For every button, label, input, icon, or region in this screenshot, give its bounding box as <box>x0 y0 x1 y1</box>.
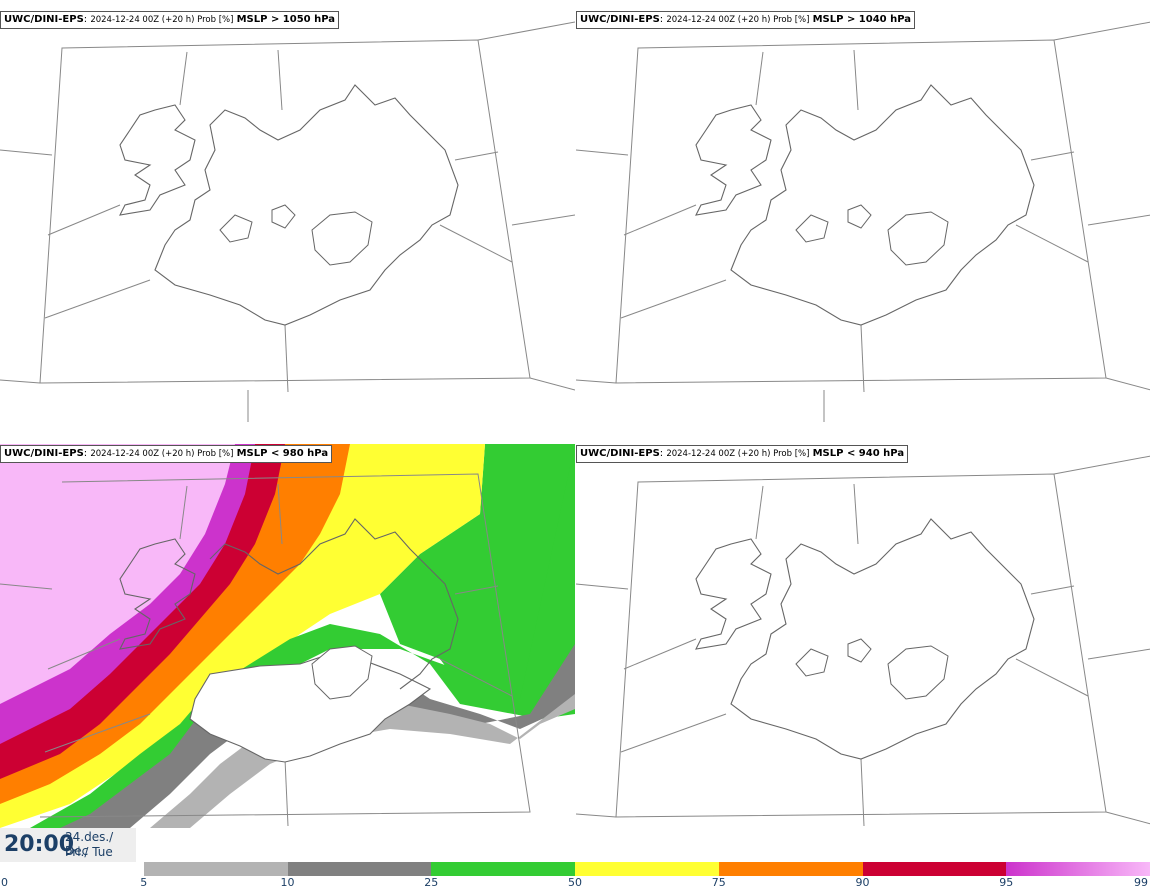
panel-title: UWC/DINI-EPS: 2024-12-24 00Z (+20 h) Pro… <box>576 445 909 463</box>
model-name: UWC/DINI-EPS <box>4 14 84 25</box>
model-name: UWC/DINI-EPS <box>580 14 660 25</box>
colorbar-tick-label: 0 <box>1 876 8 889</box>
colorbar-segment <box>1006 862 1150 876</box>
model-name: UWC/DINI-EPS <box>580 448 660 459</box>
colorbar-tick-label: 95 <box>999 876 1014 889</box>
colorbar-segment <box>287 862 432 876</box>
colorbar-segment <box>718 862 863 876</box>
panel-title: UWC/DINI-EPS: 2024-12-24 00Z (+20 h) Pro… <box>0 11 340 29</box>
colorbar-tick-label: 99 <box>1134 876 1148 889</box>
colorbar-tick-label: 10 <box>280 876 295 889</box>
prob-band-50-75 <box>380 444 575 719</box>
map-canvas <box>576 21 1150 422</box>
variable-label: MSLP < 940 hPa <box>812 448 905 459</box>
colorbar-tick-label: 90 <box>855 876 870 889</box>
map-canvas <box>576 455 1150 827</box>
colorbar-tick-label: 75 <box>711 876 726 889</box>
panel-title: UWC/DINI-EPS: 2024-12-24 00Z (+20 h) Pro… <box>0 445 333 463</box>
colorbar-tick-label: 50 <box>568 876 582 889</box>
colorbar-legend: 0 5 10 25 50 75 90 95 99 <box>0 862 1150 891</box>
model-name: UWC/DINI-EPS <box>4 448 84 459</box>
colorbar-segment <box>0 862 144 876</box>
variable-label: MSLP > 1050 hPa <box>236 14 336 25</box>
valid-date: 24.des./ Dec <box>65 830 114 858</box>
run-info: 2024-12-24 00Z (+20 h) Prob [%] <box>90 15 234 25</box>
colorbar-segment <box>143 862 288 876</box>
run-info: 2024-12-24 00Z (+20 h) Prob [%] <box>666 449 810 459</box>
colorbar-tick-label: 5 <box>140 876 148 889</box>
panel-title: UWC/DINI-EPS: 2024-12-24 00Z (+20 h) Pro… <box>576 11 916 29</box>
map-panel-2: UWC/DINI-EPS: 2024-12-24 00Z (+20 h) Pro… <box>576 0 1150 422</box>
map-panel-1: UWC/DINI-EPS: 2024-12-24 00Z (+20 h) Pro… <box>0 0 575 422</box>
variable-label: MSLP < 980 hPa <box>236 448 329 459</box>
map-panel-3: UWC/DINI-EPS: 2024-12-24 00Z (+20 h) Pro… <box>0 434 575 828</box>
colorbar-segment <box>431 862 575 876</box>
colorbar-segment <box>575 862 719 876</box>
valid-time: 20:00 <box>4 832 75 857</box>
variable-label: MSLP > 1040 hPa <box>812 14 912 25</box>
colorbar-segment <box>862 862 1007 876</box>
prob-band-50-75-inner <box>30 444 575 828</box>
prob-band-5-10 <box>150 694 575 828</box>
valid-time-box: 20:00 24.des./ Dec Þri./ Tue <box>0 828 136 862</box>
valid-weekday: Þri./ Tue <box>65 845 113 859</box>
prob-band-top <box>0 444 235 704</box>
map-canvas <box>0 21 575 422</box>
colorbar-tick-label: 25 <box>424 876 439 889</box>
run-info: 2024-12-24 00Z (+20 h) Prob [%] <box>666 15 810 25</box>
run-info: 2024-12-24 00Z (+20 h) Prob [%] <box>90 449 234 459</box>
map-canvas <box>0 434 575 828</box>
map-panel-4: UWC/DINI-EPS: 2024-12-24 00Z (+20 h) Pro… <box>576 434 1150 828</box>
